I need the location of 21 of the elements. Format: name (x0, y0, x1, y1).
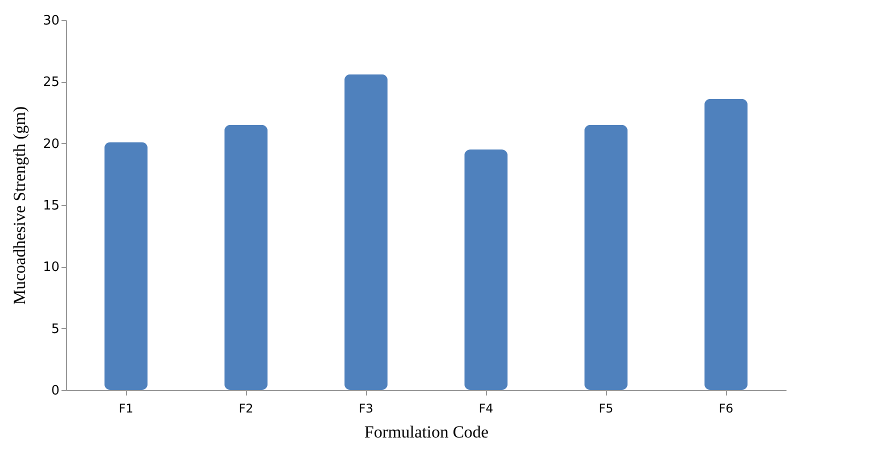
y-tick-label: 25 (42, 75, 60, 90)
x-tick-label: F6 (718, 402, 734, 416)
x-tick-label: F4 (478, 402, 494, 416)
bar (584, 124, 628, 390)
bar (224, 124, 268, 390)
bar (344, 74, 388, 390)
y-tick-label: 0 (51, 384, 60, 398)
y-tick-label: 20 (42, 136, 60, 152)
y-tick-label: 10 (42, 260, 60, 276)
bar (104, 142, 148, 390)
x-axis-title: Formulation Code (364, 422, 489, 442)
y-tick-label: 5 (51, 322, 60, 337)
x-tick-label: F5 (598, 402, 614, 416)
y-tick-label: 30 (42, 14, 60, 28)
x-tick-label: F2 (238, 402, 254, 416)
x-tick-label: F1 (118, 402, 134, 416)
y-axis-title: Mucoadhesive Strength (gm) (10, 106, 29, 305)
x-tick-label: F3 (358, 402, 374, 416)
y-tick-label: 15 (42, 198, 60, 214)
bar (704, 98, 748, 390)
bar (464, 150, 508, 390)
